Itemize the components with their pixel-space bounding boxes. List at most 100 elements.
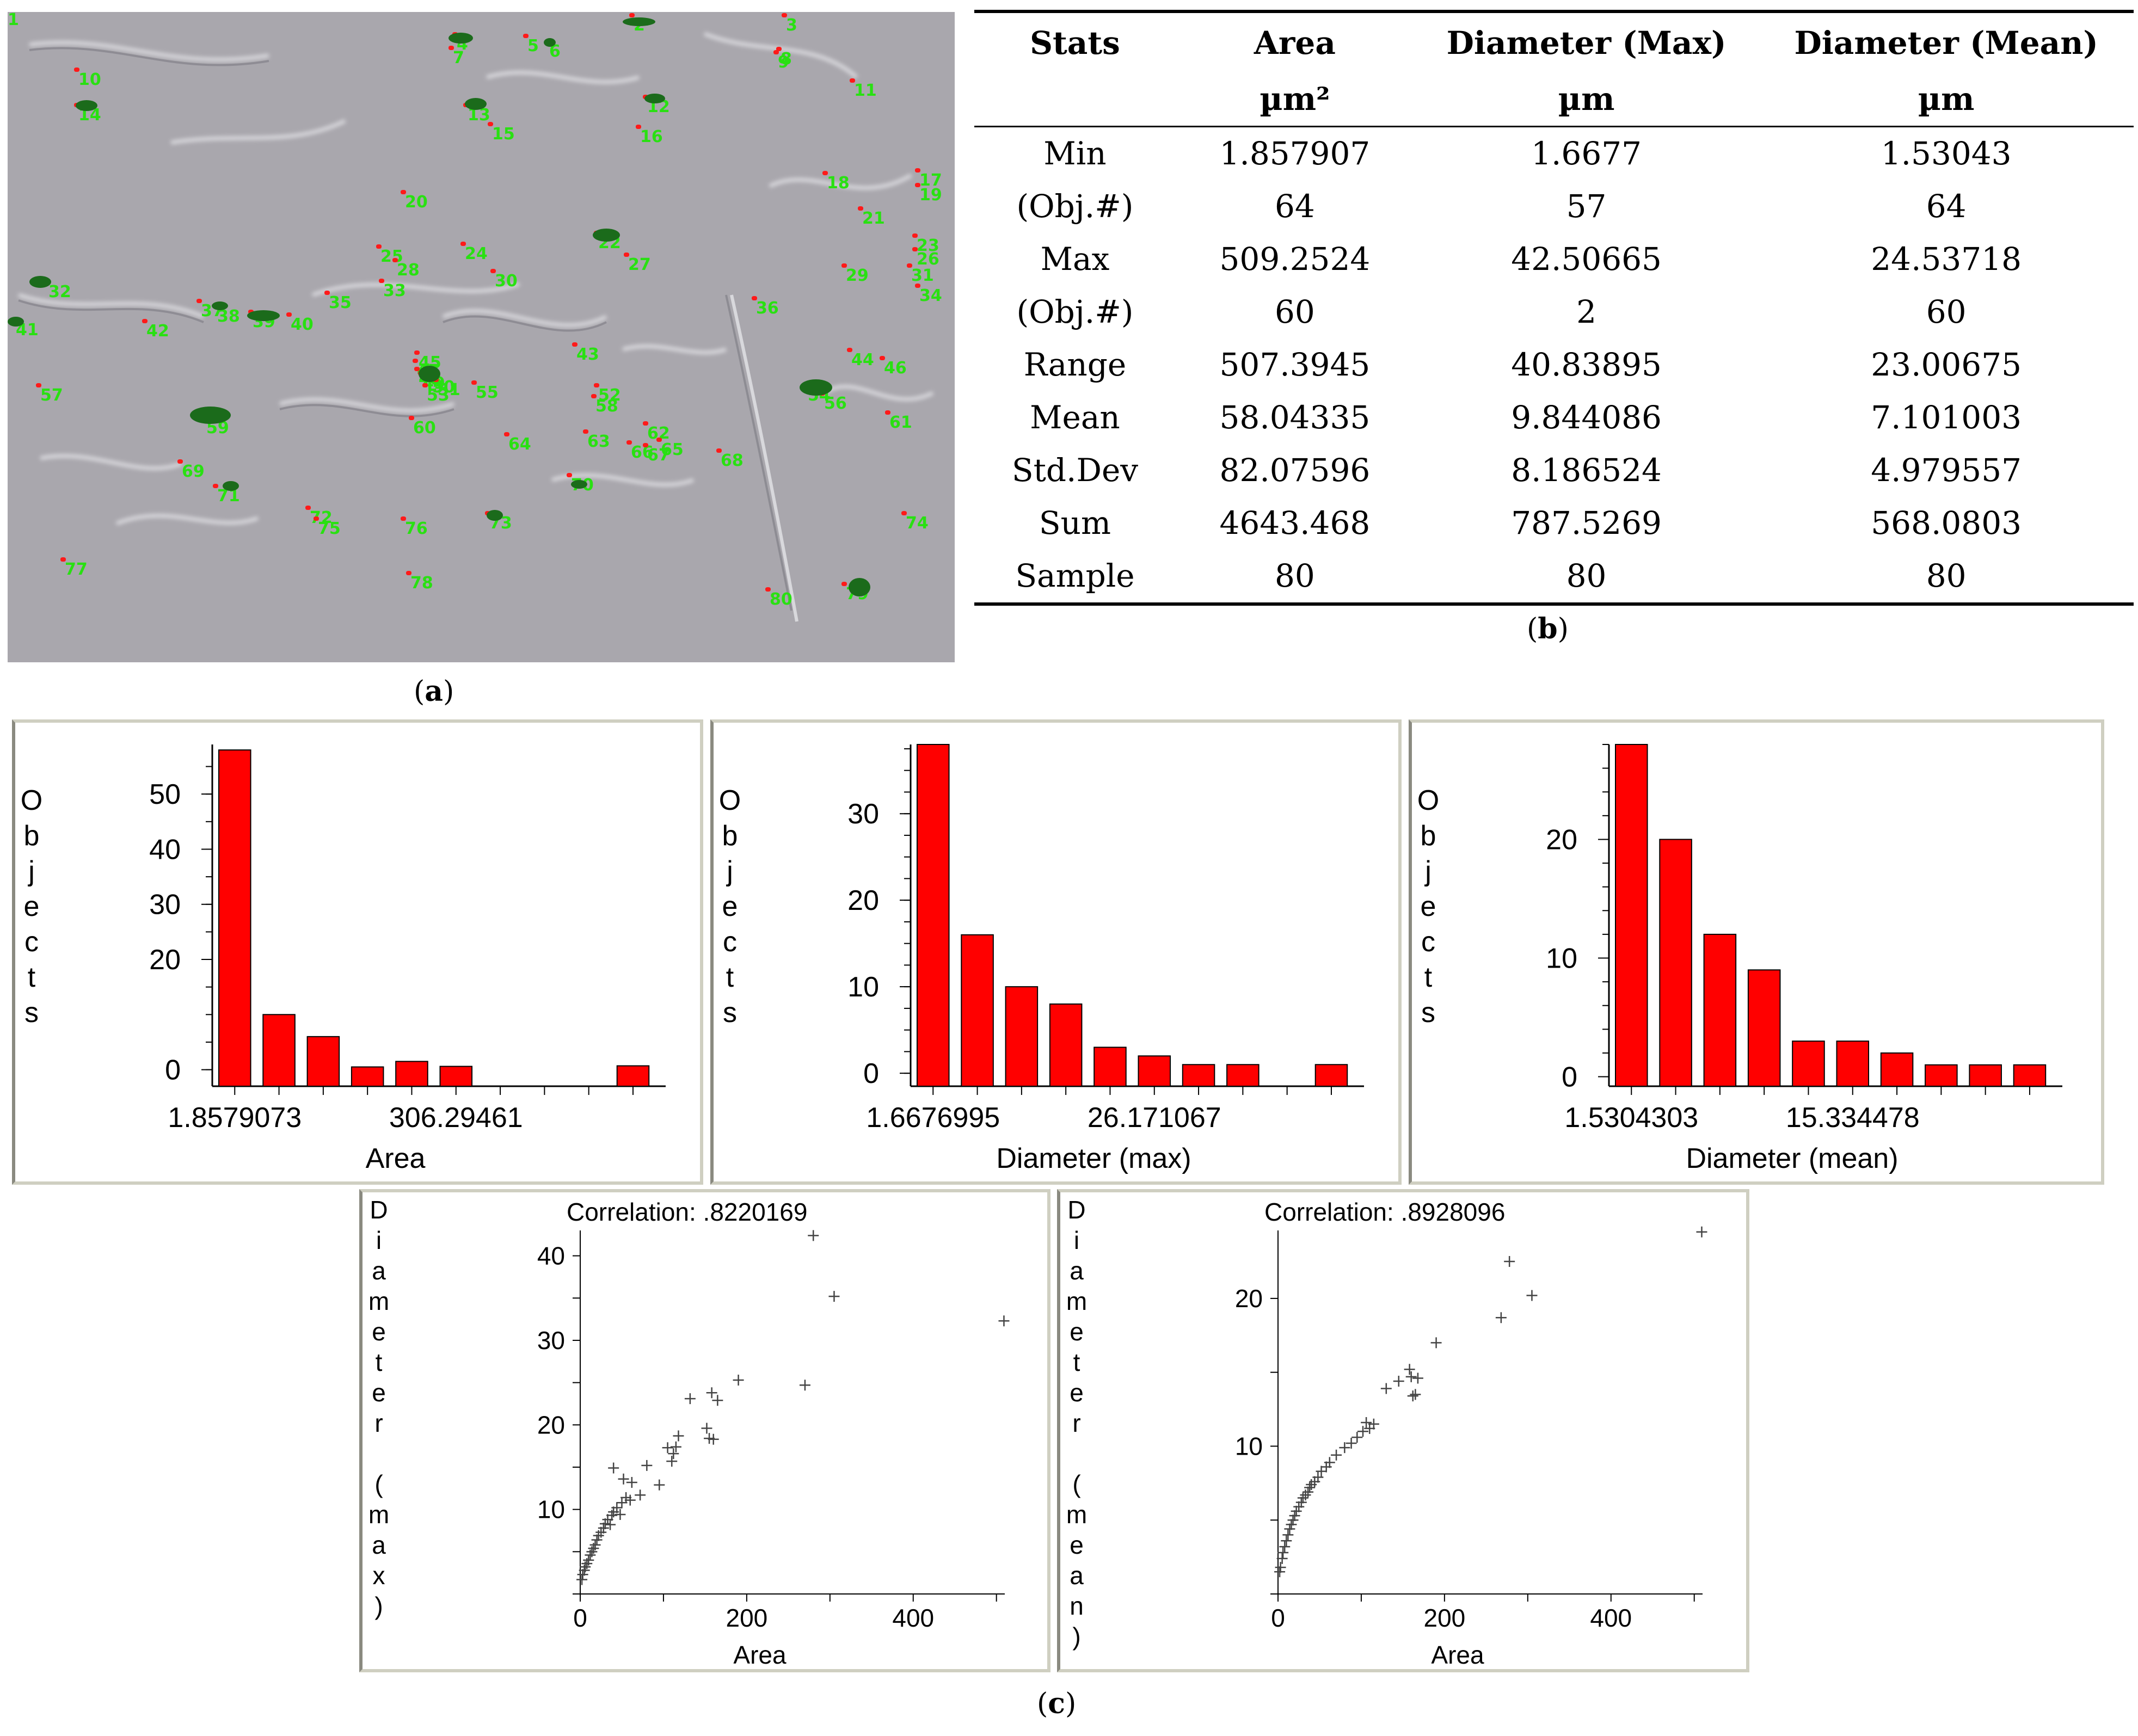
scatter-point <box>1339 1442 1350 1454</box>
y-tick-label: 10 <box>1546 943 1577 975</box>
object-label: 61 <box>889 413 912 432</box>
y-tick-label: 20 <box>537 1411 565 1439</box>
particle <box>401 516 406 521</box>
object-label: 18 <box>827 174 850 193</box>
scatter-point <box>1430 1337 1442 1349</box>
hist-dmean-svg: 0 10 20 1.5304303 15.334478 Diameter (mean) O b… <box>1417 744 2062 1174</box>
stats-cell: 1.857907 <box>1219 135 1371 172</box>
object-label: 10 <box>78 70 101 89</box>
stats-row: Range 507.3945 40.83895 23.00675 <box>974 338 2134 391</box>
panel-label-c: (c) <box>1037 1687 1077 1720</box>
particle <box>460 242 466 246</box>
stats-row-label: Mean <box>1030 399 1120 436</box>
stats-row: Sum 4643.468 787.5269 568.0803 <box>974 497 2134 550</box>
particle <box>414 350 420 355</box>
object-label: 35 <box>329 293 352 312</box>
particle-large <box>644 94 665 103</box>
histogram-bar <box>1659 839 1692 1087</box>
particle <box>324 291 330 295</box>
scatter-point <box>668 1448 679 1460</box>
histogram-bar <box>961 934 994 1087</box>
particle <box>656 438 662 442</box>
ylabel-char: ( <box>1072 1470 1081 1498</box>
particle <box>471 380 477 385</box>
particle <box>636 125 641 129</box>
micrograph-texture <box>17 32 934 622</box>
object-label: 46 <box>884 359 907 378</box>
stats-cell: 8.186524 <box>1511 452 1662 489</box>
y-tick-label: 20 <box>149 944 181 976</box>
ylabel-char: s <box>24 997 39 1029</box>
histogram-bar <box>1703 933 1737 1087</box>
object-label: 16 <box>640 127 663 146</box>
particle <box>449 46 454 50</box>
particle <box>594 383 599 387</box>
particle <box>841 263 847 268</box>
scatter-point <box>635 1489 646 1501</box>
ylabel-char: m <box>368 1500 389 1529</box>
object-label: 7 <box>453 48 464 67</box>
object-label: 19 <box>919 186 942 205</box>
histogram-bar <box>1836 1041 1870 1087</box>
object-label: 77 <box>65 560 88 579</box>
particle <box>858 206 863 211</box>
object-label: 20 <box>405 193 428 212</box>
stats-unit-area: µm² <box>1175 73 1414 127</box>
ylabel-char: e <box>1070 1531 1084 1559</box>
stats-row: Std.Dev 82.07596 8.186524 4.979557 <box>974 444 2134 497</box>
ylabel-char: O <box>21 785 42 816</box>
particle-large <box>800 379 832 396</box>
y-tick-label: 40 <box>149 834 181 865</box>
scatter-point <box>1368 1418 1379 1430</box>
particle <box>591 394 597 398</box>
y-tick-label: 50 <box>149 779 181 810</box>
ylabel-char: a <box>1070 1561 1084 1590</box>
object-label: 5 <box>527 36 539 56</box>
y-tick-label: 10 <box>847 971 879 1003</box>
x-tick-label: 1.8579073 <box>168 1102 302 1134</box>
scatter-point <box>673 1430 684 1442</box>
ylabel-char: j <box>27 855 35 887</box>
particle <box>915 183 920 187</box>
scatter-point <box>618 1473 629 1485</box>
particle <box>74 67 79 72</box>
stats-header-area: Area <box>1254 24 1336 61</box>
histogram-bar <box>1005 986 1039 1087</box>
object-label: 1 <box>8 12 19 29</box>
scatter-point <box>1361 1417 1372 1429</box>
y-tick-label: 20 <box>1235 1284 1263 1313</box>
particle <box>142 319 148 323</box>
scatter-point <box>1282 1529 1294 1541</box>
object-label: 68 <box>721 451 744 470</box>
stats-row-label: Sum <box>1039 504 1111 541</box>
y-tick-label: 20 <box>847 885 879 916</box>
stats-row-label: Range <box>1023 346 1127 383</box>
y-tick-label: 10 <box>537 1495 565 1524</box>
particle <box>912 233 918 238</box>
hist-dmax-svg: 0 10 20 30 1.6676995 26.171067 Diameter (max) O… <box>719 744 1364 1174</box>
scatter-point <box>670 1441 681 1452</box>
particle <box>915 168 920 173</box>
histogram-bar <box>1226 1064 1260 1087</box>
ylabel-char <box>1073 1439 1080 1468</box>
particle <box>567 473 572 477</box>
object-label: 29 <box>846 266 869 285</box>
scatter-point <box>1405 1371 1417 1382</box>
scatter-point <box>733 1374 744 1386</box>
particle <box>880 356 885 360</box>
correlation-title: Correlation: .8220169 <box>567 1198 807 1226</box>
ylabel-char: c <box>24 926 39 958</box>
particle <box>379 279 384 283</box>
particle <box>305 506 311 510</box>
particle <box>413 359 418 363</box>
scatter-point <box>1404 1364 1415 1375</box>
histogram-bar <box>1314 1064 1348 1087</box>
histogram-bar <box>917 744 950 1087</box>
ylabel-char: j <box>726 855 733 887</box>
scatter-point <box>589 1539 601 1550</box>
stats-row-label: Std.Dev <box>1011 452 1139 489</box>
